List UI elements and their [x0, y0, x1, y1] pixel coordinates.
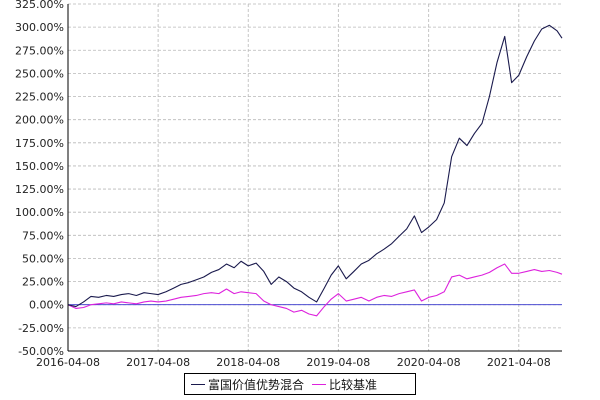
- legend-item-benchmark: 比较基准: [312, 376, 377, 393]
- x-tick-label: 2020-04-08: [397, 356, 461, 369]
- x-tick-label: 2018-04-08: [216, 356, 280, 369]
- x-tick-label: 2021-04-08: [487, 356, 551, 369]
- axes: [67, 4, 562, 352]
- x-tick-label: 2017-04-08: [126, 356, 190, 369]
- y-tick-label: 225.00%: [15, 91, 64, 104]
- y-tick-label: -50.00%: [18, 345, 64, 358]
- legend-item-fund: 富国价值优势混合: [191, 376, 304, 393]
- y-tick-label: 200.00%: [15, 114, 64, 127]
- y-tick-label: 50.00%: [22, 252, 64, 265]
- y-tick-label: -25.00%: [18, 322, 64, 335]
- series-line-fund: [67, 24, 563, 308]
- series-line-benchmark: [67, 263, 563, 317]
- y-tick-label: 75.00%: [22, 229, 64, 242]
- y-tick-label: 150.00%: [15, 160, 64, 173]
- legend-label-fund: 富国价值优势混合: [208, 377, 305, 392]
- y-tick-label: 300.00%: [15, 21, 64, 34]
- legend: 富国价值优势混合 比较基准: [184, 373, 416, 395]
- y-tick-label: 100.00%: [15, 206, 64, 219]
- legend-label-benchmark: 比较基准: [329, 377, 378, 392]
- x-tick-label: 2016-04-08: [36, 356, 100, 369]
- y-tick-label: 0.00%: [29, 299, 64, 312]
- grid-lines: [67, 3, 562, 352]
- legend-swatch-benchmark: [312, 383, 327, 385]
- legend-swatch-fund: [191, 383, 205, 385]
- y-tick-label: 25.00%: [22, 276, 64, 289]
- y-tick-label: 325.00%: [15, 0, 64, 11]
- y-tick-label: 125.00%: [15, 183, 64, 196]
- x-tick-label: 2019-04-08: [306, 356, 370, 369]
- series-lines: [67, 24, 563, 317]
- y-tick-labels: -50.00% -25.00% 0.00% 25.00% 50.00% 75.00% 100…: [15, 0, 64, 358]
- y-tick-label: 250.00%: [15, 67, 64, 80]
- y-tick-label: 175.00%: [15, 137, 64, 150]
- x-tick-labels: 2016-04-08 2017-04-08 2018-04-08 2019-04-08…: [36, 356, 551, 369]
- y-tick-label: 275.00%: [15, 44, 64, 57]
